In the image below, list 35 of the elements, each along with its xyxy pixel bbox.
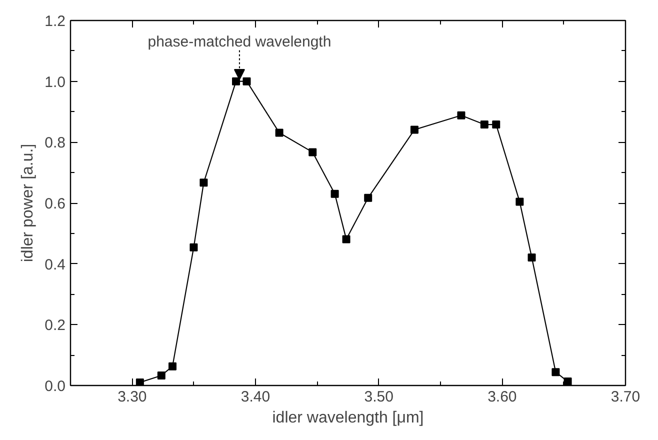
annotation: phase-matched wavelength xyxy=(148,33,332,50)
point xyxy=(308,148,317,156)
y-axis-title: idler power [a.u.] xyxy=(20,144,37,262)
y-tick-label: 0.2 xyxy=(44,317,66,334)
y-tick-label: 0.4 xyxy=(44,256,66,274)
x-tick-label: 3.50 xyxy=(364,388,394,406)
y-tick-label: 0.6 xyxy=(44,196,66,212)
x-axis-title: idler wavelength [μm] xyxy=(272,410,424,426)
x-tick-label: 3.40 xyxy=(240,388,270,406)
y-tick-label: 1.2 xyxy=(44,13,66,30)
point xyxy=(480,120,488,129)
point xyxy=(342,235,350,244)
point xyxy=(492,120,500,129)
point xyxy=(410,126,418,134)
point xyxy=(190,243,198,252)
x-tick-label: 3.30 xyxy=(118,388,147,406)
point xyxy=(528,253,536,262)
point xyxy=(516,198,524,206)
point xyxy=(564,378,572,386)
point xyxy=(168,362,176,370)
x-tick-label: 3.60 xyxy=(488,388,517,406)
point xyxy=(242,77,251,86)
y-tick-label: 1.0 xyxy=(44,74,66,91)
point xyxy=(552,368,560,376)
point xyxy=(330,190,339,198)
point xyxy=(364,194,372,202)
point xyxy=(157,371,166,380)
point xyxy=(200,178,208,187)
y-tick-label: 0.8 xyxy=(44,134,66,152)
point xyxy=(457,111,466,120)
point xyxy=(136,378,144,386)
point xyxy=(275,128,284,137)
y-tick-label: 0.0 xyxy=(44,378,66,395)
point xyxy=(232,77,240,86)
x-tick-label: 3.70 xyxy=(610,388,640,406)
